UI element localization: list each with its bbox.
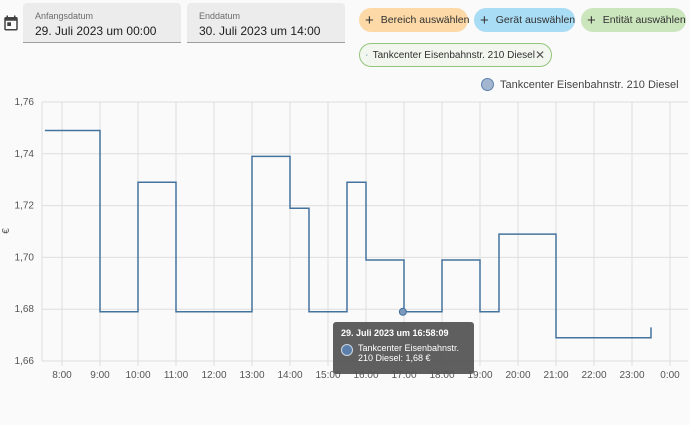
end-date-field[interactable]: Enddatum 30. Juli 2023 um 14:00 xyxy=(187,3,345,43)
series-line[interactable] xyxy=(44,129,652,339)
tooltip-marker xyxy=(341,344,353,356)
choose-device-label: Gerät auswählen xyxy=(495,14,576,26)
y-tick-label: 1,66 xyxy=(15,356,35,367)
start-date-value: 29. Juli 2023 um 00:00 xyxy=(35,24,157,38)
x-tick-label: 21:00 xyxy=(543,370,568,381)
plus-icon: + xyxy=(365,11,374,29)
x-tick-label: 11:00 xyxy=(164,370,189,381)
x-tick-label: 0:00 xyxy=(660,370,680,381)
x-tick-label: 9:00 xyxy=(90,370,110,381)
selected-entity-label: Tankcenter Eisenbahnstr. 210 Diesel xyxy=(372,49,535,61)
choose-entity-label: Entität auswählen xyxy=(602,14,686,26)
x-tick-label: 23:00 xyxy=(619,370,644,381)
choose-entity-button[interactable]: + Entität auswählen xyxy=(581,8,686,32)
end-date-label: Enddatum xyxy=(199,11,241,21)
legend-label: Tankcenter Eisenbahnstr. 210 Diesel xyxy=(500,78,679,91)
selected-entity-chip[interactable]: Tankcenter Eisenbahnstr. 210 Diesel ✕ xyxy=(359,43,552,67)
tooltip-title: 29. Juli 2023 um 16:58:09 xyxy=(341,328,449,338)
plus-icon: + xyxy=(480,11,489,29)
start-date-label: Anfangsdatum xyxy=(35,11,94,21)
x-tick-label: 20:00 xyxy=(505,370,530,381)
x-tick-label: 17:00 xyxy=(391,370,416,381)
x-tick-label: 13:00 xyxy=(239,370,264,381)
x-tick-label: 10:00 xyxy=(125,370,150,381)
x-tick-label: 18:00 xyxy=(429,370,454,381)
x-tick-label: 22:00 xyxy=(581,370,606,381)
fuel-icon xyxy=(366,54,368,56)
x-tick-label: 16:00 xyxy=(353,370,378,381)
x-tick-label: 15:00 xyxy=(315,370,340,381)
choose-area-label: Bereich auswählen xyxy=(380,14,470,26)
plus-icon: + xyxy=(587,11,596,29)
y-tick-label: 1,76 xyxy=(15,97,35,108)
x-tick-label: 8:00 xyxy=(52,370,72,381)
remove-entity-icon[interactable]: ✕ xyxy=(534,48,545,62)
legend-marker xyxy=(481,78,494,91)
hovered-data-point[interactable] xyxy=(398,307,407,316)
chart-legend[interactable]: Tankcenter Eisenbahnstr. 210 Diesel xyxy=(481,78,679,91)
y-tick-label: 1,72 xyxy=(15,201,35,212)
y-tick-label: 1,68 xyxy=(15,304,35,315)
start-date-field[interactable]: Anfangsdatum 29. Juli 2023 um 00:00 xyxy=(23,3,181,43)
calendar-icon[interactable] xyxy=(2,14,20,32)
end-date-value: 30. Juli 2023 um 14:00 xyxy=(199,24,321,38)
y-axis-label: € xyxy=(1,228,12,234)
x-tick-label: 19:00 xyxy=(467,370,492,381)
y-tick-label: 1,70 xyxy=(15,252,35,263)
chart-tooltip: 29. Juli 2023 um 16:58:09 Tankcenter Eis… xyxy=(333,322,474,374)
choose-area-button[interactable]: + Bereich auswählen xyxy=(359,8,470,32)
tooltip-text: Tankcenter Eisenbahnstr. 210 Diesel: 1,6… xyxy=(358,343,460,363)
x-tick-label: 12:00 xyxy=(201,370,226,381)
x-tick-label: 14:00 xyxy=(277,370,302,381)
choose-device-button[interactable]: + Gerät auswählen xyxy=(474,8,575,32)
y-tick-label: 1,74 xyxy=(15,149,35,160)
